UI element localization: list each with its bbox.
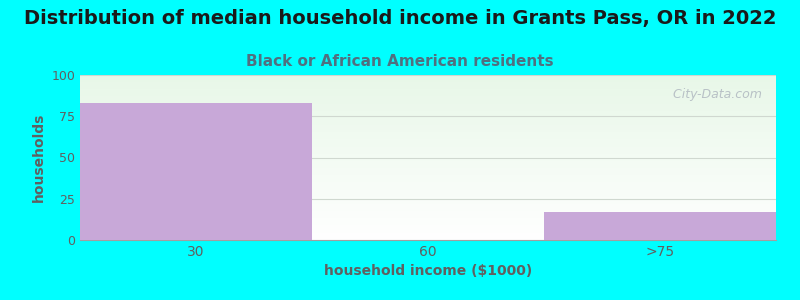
Bar [80,103,312,240]
Text: Black or African American residents: Black or African American residents [246,54,554,69]
Text: Distribution of median household income in Grants Pass, OR in 2022: Distribution of median household income … [24,9,776,28]
Text: City-Data.com: City-Data.com [666,88,762,101]
Y-axis label: households: households [32,113,46,202]
X-axis label: household income ($1000): household income ($1000) [324,264,532,278]
Bar [544,212,776,240]
